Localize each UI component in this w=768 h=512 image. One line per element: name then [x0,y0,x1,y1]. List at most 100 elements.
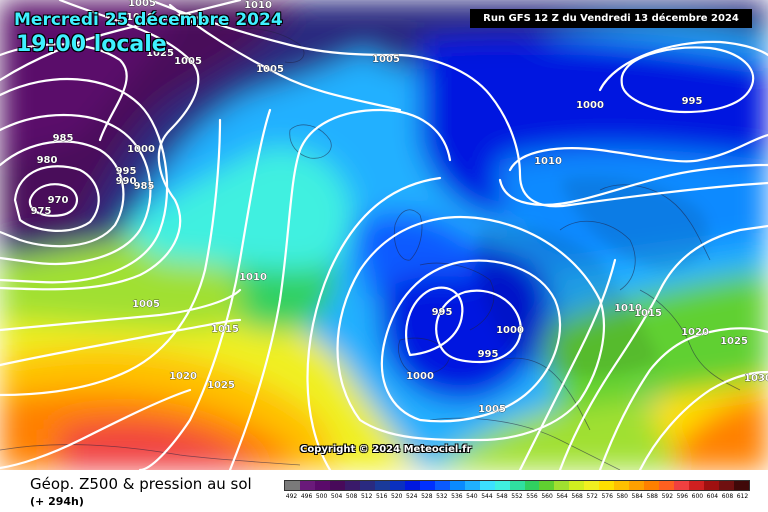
isobar-label: 970 [48,195,69,206]
legend-value: 528 [421,493,433,500]
legend-swatch [359,481,375,490]
legend-value: 604 [706,493,719,500]
isobar-label: 1005 [478,404,506,415]
product-title: Géop. Z500 & pression au sol [30,475,252,493]
legend-value: 540 [466,493,478,500]
legend-value: 560 [541,493,553,500]
isobar-label: 1015 [634,308,662,319]
legend-value: 492 [285,493,298,500]
isobar-label: 1010 [244,0,272,11]
isobar-label: 1010 [239,272,267,283]
isobar-label: 1000 [496,325,524,336]
isobar-label: 1000 [406,371,434,382]
legend-swatch [629,481,645,490]
isobar-label: 1010 [126,12,154,23]
isobar-label: 1015 [211,324,239,335]
isobar-label: 1005 [128,0,156,9]
isobar-label: 1005 [174,56,202,67]
legend-swatch [314,481,330,490]
legend-value: 584 [631,493,643,500]
legend-swatch [434,481,450,490]
model-run-banner: Run GFS 12 Z du Vendredi 13 décembre 202… [470,9,752,28]
isobar-label: 1020 [169,371,197,382]
isobar-label: 1025 [720,336,748,347]
legend-swatch [689,481,705,490]
color-scale-legend: 492 496 500 504 508 512 516 520 524 528 532 536 540 5… [284,480,750,508]
legend-value: 524 [406,493,418,500]
legend-swatch [614,481,630,490]
legend-value: 536 [451,493,463,500]
legend-swatch [464,481,480,490]
isobar-label: 975 [31,206,52,217]
legend-color-bar [284,480,750,491]
legend-swatch [329,481,345,490]
isobar-label: 1000 [127,144,155,155]
legend-value: 520 [391,493,403,500]
coastlines [0,27,741,470]
legend-value: 504 [330,493,343,500]
legend-value: 588 [646,493,658,500]
legend-swatch [659,481,675,490]
legend-value: 556 [526,493,538,500]
legend-swatch [674,481,690,490]
isobar-label: 1005 [256,64,284,75]
legend-value: 512 [360,493,373,500]
legend-swatch [524,481,540,490]
isobars [0,0,768,470]
legend-swatch [419,481,435,490]
legend-value: 508 [345,493,358,500]
legend-swatch [494,481,510,490]
legend-value-labels: 492 496 500 504 508 512 516 520 524 528 532 536 540 5… [284,493,750,500]
isobar-label: 1005 [132,299,160,310]
legend-value: 496 [300,493,313,500]
legend-value: 564 [556,493,568,500]
legend-swatch [539,481,555,490]
legend-swatch [734,481,750,490]
isobar-label: 1000 [576,100,604,111]
legend-swatch [479,481,495,490]
land-shading [477,176,708,375]
isobar-label: 995 [432,307,453,318]
legend-swatch [569,481,585,490]
legend-swatch [644,481,660,490]
isobar-label: 980 [37,155,58,166]
legend-value: 548 [496,493,508,500]
isobar-label: 995 [682,96,703,107]
legend-swatch [584,481,600,490]
copyright-notice: Copyright © 2024 Meteociel.fr [300,444,472,455]
isobar-label: 1030 [744,373,768,384]
legend-value: 596 [676,493,689,500]
legend-value: 568 [571,493,583,500]
legend-value: 592 [661,493,674,500]
legend-swatch [299,481,315,490]
legend-swatch [374,481,390,490]
legend-value: 608 [721,493,734,500]
legend-swatch [599,481,615,490]
legend-swatch [344,481,360,490]
isobar-label: 1025 [207,380,235,391]
legend-value: 572 [586,493,598,500]
isobar-label: 1025 [146,48,174,59]
weather-map: 1005 1010 1010 1025 1005 1005 1005 1000 995 1010 9… [0,0,768,470]
legend-value: 516 [375,493,388,500]
legend-swatch [719,481,735,490]
legend-value: 612 [736,493,749,500]
isobar-label: 985 [53,133,74,144]
isobar-label: 1005 [372,54,400,65]
legend-swatch [389,481,405,490]
isobar-label: 1020 [681,327,709,338]
forecast-date: Mercredi 25 décembre 2024 [14,10,283,30]
legend-swatch [554,481,570,490]
legend-value: 580 [616,493,628,500]
map-footer: Géop. Z500 & pression au sol (+ 294h) 49… [0,470,768,512]
legend-value: 600 [691,493,704,500]
legend-swatch [704,481,720,490]
forecast-time: 19:00 locale [16,32,167,57]
legend-swatch [449,481,465,490]
isobar-label: 1010 [614,303,642,314]
legend-value: 552 [511,493,523,500]
legend-swatch [509,481,525,490]
isobar-label: 990 [116,176,137,187]
